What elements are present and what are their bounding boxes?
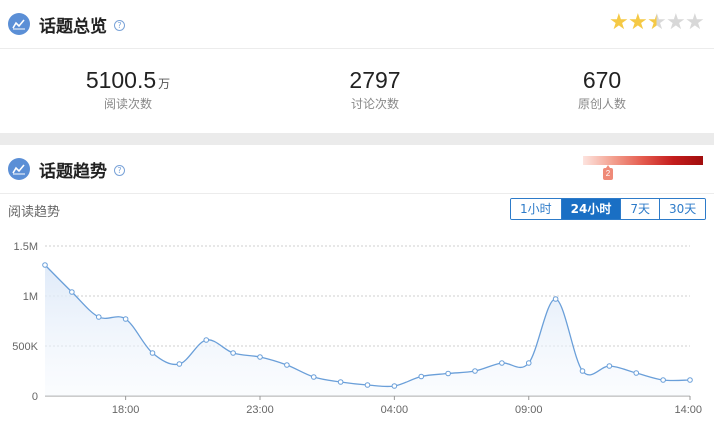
data-point[interactable] [633, 370, 640, 376]
data-point[interactable] [69, 289, 75, 295]
data-point[interactable] [472, 368, 478, 374]
x-tick-label: 14:00 [674, 404, 702, 416]
stat-value: 2797 [349, 67, 401, 93]
data-point[interactable] [149, 350, 156, 356]
section-gap [0, 133, 714, 145]
data-point[interactable] [364, 382, 371, 388]
y-tick-label: 1.5M [14, 241, 38, 253]
data-point[interactable] [660, 377, 666, 383]
stat-label: 讨论次数 [350, 97, 399, 111]
data-point[interactable] [257, 354, 263, 360]
tab-30-days[interactable]: 30天 [658, 199, 706, 219]
star-icon: ★ [609, 10, 629, 35]
x-tick-label: 23:00 [246, 404, 274, 416]
data-point[interactable] [391, 383, 398, 389]
data-point[interactable] [122, 316, 129, 322]
data-point[interactable] [606, 363, 613, 369]
data-point[interactable] [284, 362, 290, 368]
star-icon: ★ [628, 10, 648, 35]
data-point[interactable] [687, 377, 693, 383]
stat-reads: 5100.5 万 阅读次数 [28, 67, 228, 112]
data-point[interactable] [42, 262, 48, 268]
stat-originals: 670 原创人数 [502, 67, 702, 112]
chart-icon [8, 158, 30, 180]
stat-unit: 万 [158, 77, 171, 91]
heat-marker: 2 [603, 165, 613, 180]
data-point[interactable] [418, 373, 425, 380]
series-area [45, 265, 690, 396]
data-point[interactable] [499, 360, 505, 366]
data-point[interactable] [95, 314, 102, 320]
heat-scale-bar [583, 156, 703, 165]
trend-header: 话题趋势 ? [0, 145, 714, 193]
data-point[interactable] [337, 379, 344, 385]
star-icon: ★ [647, 10, 667, 35]
data-point[interactable] [176, 361, 183, 367]
read-trend-chart: 0 500K 1M 1.5M 18:00 23:00 04:00 09:00 14:00 [12, 241, 702, 416]
tab-7-days[interactable]: 7天 [620, 199, 659, 219]
data-point[interactable] [445, 370, 451, 377]
stat-value: 5100.5 [85, 67, 157, 93]
stat-label: 阅读次数 [103, 97, 152, 111]
overview-title: 话题总览 [39, 16, 107, 37]
divider [0, 48, 714, 49]
time-range-tabs: 1小时 24小时 7天 30天 [510, 198, 707, 220]
y-tick-label: 1M [23, 291, 38, 303]
tab-1-hour[interactable]: 1小时 [511, 199, 561, 219]
chart-icon [8, 13, 30, 35]
stat-value: 670 [582, 67, 622, 93]
x-tick-label: 09:00 [515, 404, 543, 416]
trend-title: 话题趋势 [39, 161, 107, 182]
chart-label: 阅读趋势 [8, 205, 61, 220]
data-point[interactable] [579, 368, 586, 374]
stat-discussions: 2797 讨论次数 [275, 67, 475, 112]
help-icon[interactable]: ? [114, 164, 125, 176]
star-icon: ★ [666, 10, 686, 35]
divider [0, 193, 714, 194]
data-point[interactable] [525, 360, 532, 366]
y-tick-label: 500K [12, 341, 38, 353]
stat-label: 原创人数 [577, 97, 626, 111]
tab-24-hours[interactable]: 24小时 [560, 199, 621, 219]
data-point[interactable] [552, 296, 559, 302]
stats-panel: 5100.5 万 阅读次数 2797 讨论次数 670 原创人数 [0, 49, 714, 133]
data-point[interactable] [230, 350, 236, 356]
help-icon[interactable]: ? [114, 19, 125, 31]
data-point[interactable] [203, 337, 210, 343]
y-tick-label: 0 [32, 391, 38, 403]
data-point[interactable] [310, 374, 317, 380]
overview-header: 话题总览 ? [0, 0, 714, 48]
x-tick-label: 18:00 [112, 404, 140, 416]
x-tick-label: 04:00 [381, 404, 409, 416]
rating-stars: ★ ★ ★ ★ ★ [609, 10, 705, 35]
star-icon: ★ [685, 10, 705, 35]
